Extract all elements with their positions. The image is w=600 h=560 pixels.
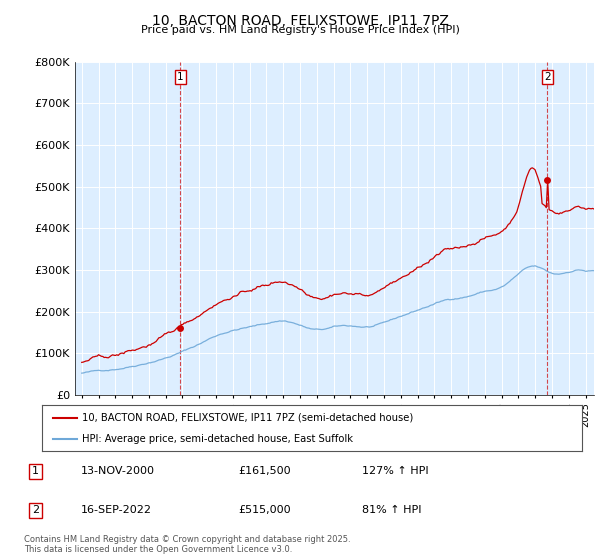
Text: HPI: Average price, semi-detached house, East Suffolk: HPI: Average price, semi-detached house,… <box>83 435 353 444</box>
Text: 1: 1 <box>177 72 184 82</box>
Text: 16-SEP-2022: 16-SEP-2022 <box>80 506 151 515</box>
Text: 2: 2 <box>32 506 39 515</box>
Text: 81% ↑ HPI: 81% ↑ HPI <box>362 506 422 515</box>
Text: Contains HM Land Registry data © Crown copyright and database right 2025.
This d: Contains HM Land Registry data © Crown c… <box>24 535 350 554</box>
Text: £515,000: £515,000 <box>238 506 291 515</box>
Text: 10, BACTON ROAD, FELIXSTOWE, IP11 7PZ (semi-detached house): 10, BACTON ROAD, FELIXSTOWE, IP11 7PZ (s… <box>83 413 414 423</box>
Text: 10, BACTON ROAD, FELIXSTOWE, IP11 7PZ: 10, BACTON ROAD, FELIXSTOWE, IP11 7PZ <box>152 14 448 28</box>
Text: 13-NOV-2000: 13-NOV-2000 <box>80 466 154 477</box>
Text: 1: 1 <box>32 466 39 477</box>
Text: 127% ↑ HPI: 127% ↑ HPI <box>362 466 429 477</box>
Text: 2: 2 <box>544 72 550 82</box>
Text: £161,500: £161,500 <box>238 466 291 477</box>
Text: Price paid vs. HM Land Registry's House Price Index (HPI): Price paid vs. HM Land Registry's House … <box>140 25 460 35</box>
